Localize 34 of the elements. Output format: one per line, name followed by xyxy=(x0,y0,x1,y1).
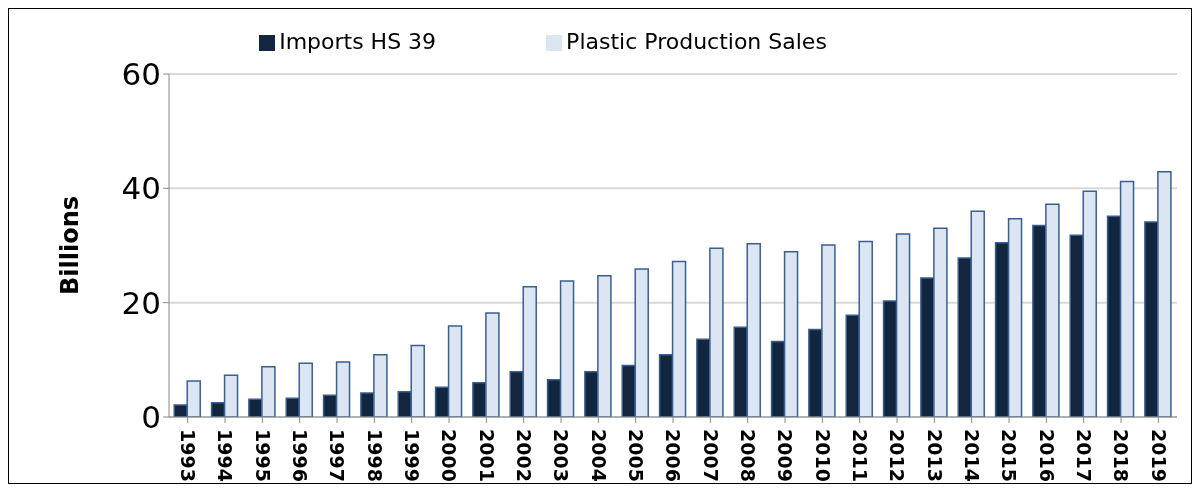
x-tick-label: 2008 xyxy=(737,429,760,482)
x-tick-label: 2014 xyxy=(961,429,984,482)
x-tick-label: 1995 xyxy=(251,429,274,482)
x-tick-label: 2018 xyxy=(1110,429,1133,482)
x-tick-label: 2002 xyxy=(513,429,536,482)
x-tick-label: 1994 xyxy=(214,429,237,482)
x-tick-label: 2003 xyxy=(550,429,573,482)
x-tick-label: 1998 xyxy=(363,429,386,482)
legend-label: Plastic Production Sales xyxy=(566,29,827,54)
x-tick-label: 2005 xyxy=(625,429,648,482)
x-tick-label: 2011 xyxy=(849,429,872,482)
x-tick-label: 1996 xyxy=(289,429,312,482)
x-tick-label: 2000 xyxy=(438,429,461,482)
x-tick-label: 2013 xyxy=(923,429,946,482)
y-tick-label: 0 xyxy=(141,399,161,436)
y-tick-label: 20 xyxy=(121,284,161,321)
x-tick-label: 2007 xyxy=(699,429,722,482)
x-tick-label: 2004 xyxy=(587,429,610,482)
x-tick-label: 2019 xyxy=(1147,429,1170,482)
x-tick-label: 2012 xyxy=(886,429,909,482)
x-tick-label: 1997 xyxy=(326,429,349,482)
x-tick-label: 2006 xyxy=(662,429,685,482)
x-tick-label: 2001 xyxy=(475,429,498,482)
x-tick-label: 2017 xyxy=(1073,429,1096,482)
x-tick-label: 1993 xyxy=(177,429,200,482)
x-tick-label: 2015 xyxy=(998,429,1021,482)
y-axis-title: Billions xyxy=(55,195,84,296)
legend-label: Imports HS 39 xyxy=(279,29,437,54)
x-tick-label: 2016 xyxy=(1035,429,1058,482)
x-tick-label: 2009 xyxy=(774,429,797,482)
x-tick-label: 1999 xyxy=(401,429,424,482)
y-tick-label: 60 xyxy=(121,56,161,92)
y-tick-label: 40 xyxy=(121,170,161,207)
x-tick-label: 2010 xyxy=(811,429,834,482)
